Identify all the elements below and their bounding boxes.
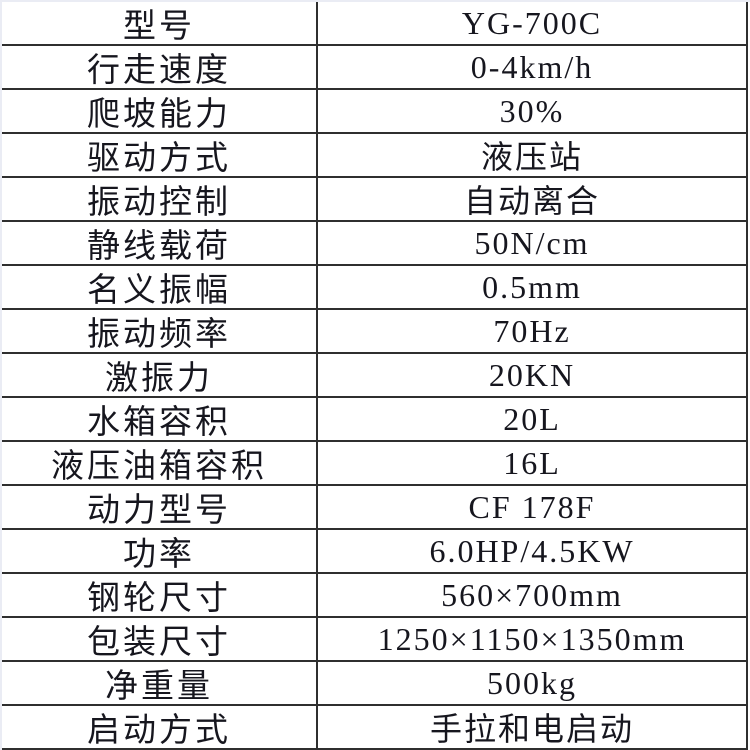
spec-value: 自动离合 (463, 183, 600, 219)
spec-value: 1250×1150×1350mm (377, 620, 687, 657)
spec-value: 70Hz (493, 312, 571, 349)
spec-label: 水箱容积 (2, 398, 318, 441)
spec-value: 16L (503, 444, 561, 481)
spec-value: 液压站 (480, 139, 583, 175)
spec-row: 型号 YG-700C (2, 2, 746, 46)
spec-label: 爬坡能力 (2, 90, 318, 133)
spec-value: 560×700mm (441, 576, 623, 613)
spec-row: 驱动方式 液压站 (2, 134, 746, 178)
spec-value: 20L (503, 400, 561, 437)
spec-row: 行走速度 0-4km/h (2, 46, 746, 90)
spec-label: 液压油箱容积 (2, 442, 318, 485)
spec-label: 驱动方式 (2, 134, 318, 177)
spec-value: 手拉和电启动 (429, 711, 634, 747)
spec-value: CF 178F (468, 488, 596, 525)
spec-label: 行走速度 (2, 46, 318, 89)
spec-row: 净重量 500kg (2, 662, 746, 706)
spec-value: 6.0HP/4.5KW (429, 532, 635, 569)
spec-row: 水箱容积 20L (2, 398, 746, 442)
spec-label: 动力型号 (2, 486, 318, 529)
spec-label: 型号 (2, 2, 318, 45)
spec-label: 振动控制 (2, 178, 318, 221)
spec-label: 静线载荷 (2, 222, 318, 265)
spec-value: YG-700C (461, 4, 603, 41)
spec-label: 激振力 (2, 354, 318, 397)
spec-row: 动力型号 CF 178F (2, 486, 746, 530)
spec-row: 激振力 20KN (2, 354, 746, 398)
spec-row: 振动控制 自动离合 (2, 178, 746, 222)
spec-row: 钢轮尺寸 560×700mm (2, 574, 746, 618)
spec-label: 包装尺寸 (2, 618, 318, 661)
image-edge-top (0, 0, 750, 2)
spec-value: 0-4km/h (470, 48, 594, 85)
spec-value: 20KN (488, 356, 576, 393)
spec-row: 功率 6.0HP/4.5KW (2, 530, 746, 574)
spec-row: 启动方式 手拉和电启动 (2, 706, 746, 750)
spec-label: 净重量 (2, 662, 318, 705)
spec-label: 名义振幅 (2, 266, 318, 309)
spec-label: 钢轮尺寸 (2, 574, 318, 617)
spec-value: 30% (499, 92, 565, 129)
spec-row: 振动频率 70Hz (2, 310, 746, 354)
spec-label: 功率 (2, 530, 318, 573)
spec-label: 启动方式 (2, 706, 318, 749)
spec-row: 静线载荷 50N/cm (2, 222, 746, 266)
spec-value: 50N/cm (474, 224, 590, 261)
spec-row: 包装尺寸 1250×1150×1350mm (2, 618, 746, 662)
image-edge-left (0, 0, 2, 750)
spec-row: 名义振幅 0.5mm (2, 266, 746, 310)
spec-label: 振动频率 (2, 310, 318, 353)
spec-row: 液压油箱容积 16L (2, 442, 746, 486)
spec-value: 500kg (487, 664, 577, 701)
spec-row: 爬坡能力 30% (2, 90, 746, 134)
spec-value: 0.5mm (482, 268, 582, 305)
